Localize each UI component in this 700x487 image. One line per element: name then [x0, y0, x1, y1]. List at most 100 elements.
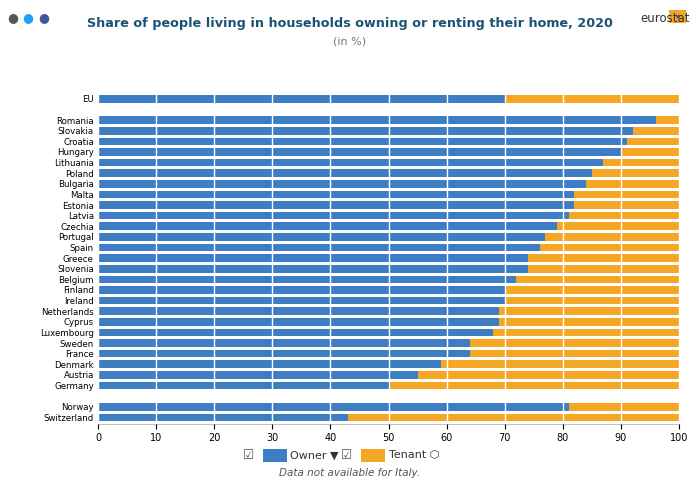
- Bar: [348, 413, 679, 421]
- Bar: [98, 403, 568, 411]
- Bar: [98, 148, 621, 156]
- Bar: [98, 339, 470, 347]
- Bar: [592, 169, 679, 177]
- Text: ●: ●: [22, 11, 34, 24]
- Bar: [98, 265, 528, 273]
- Bar: [98, 159, 603, 167]
- Bar: [493, 329, 679, 336]
- Bar: [98, 382, 679, 389]
- Bar: [98, 339, 470, 347]
- Bar: [98, 116, 656, 124]
- Bar: [575, 190, 679, 198]
- Bar: [575, 201, 679, 209]
- Bar: [592, 169, 679, 177]
- Bar: [348, 413, 679, 421]
- Bar: [557, 223, 679, 230]
- Bar: [98, 116, 656, 124]
- Bar: [417, 371, 679, 379]
- Bar: [626, 137, 679, 145]
- Bar: [499, 307, 679, 315]
- Bar: [470, 339, 679, 347]
- Bar: [98, 360, 441, 368]
- Bar: [98, 95, 679, 103]
- Bar: [557, 223, 679, 230]
- Bar: [575, 190, 679, 198]
- Bar: [528, 254, 679, 262]
- Bar: [98, 190, 679, 198]
- Bar: [98, 180, 586, 187]
- Bar: [98, 201, 575, 209]
- Bar: [98, 265, 679, 273]
- Bar: [98, 286, 679, 294]
- Bar: [98, 169, 592, 177]
- Bar: [98, 137, 626, 145]
- Bar: [505, 95, 679, 103]
- Bar: [621, 148, 679, 156]
- Text: ●: ●: [7, 11, 18, 24]
- Bar: [98, 127, 679, 134]
- Bar: [505, 297, 679, 304]
- Bar: [98, 223, 557, 230]
- Bar: [603, 159, 679, 167]
- Bar: [98, 318, 499, 326]
- Bar: [98, 244, 540, 251]
- Bar: [499, 307, 679, 315]
- Bar: [505, 286, 679, 294]
- Bar: [98, 169, 592, 177]
- Text: Owner ▼: Owner ▼: [290, 450, 339, 460]
- Bar: [568, 403, 679, 411]
- Bar: [568, 212, 679, 220]
- Bar: [470, 350, 679, 357]
- Bar: [417, 371, 679, 379]
- Text: (in %): (in %): [333, 37, 367, 47]
- Bar: [98, 286, 505, 294]
- Bar: [98, 307, 499, 315]
- Text: Share of people living in households owning or renting their home, 2020: Share of people living in households own…: [87, 17, 613, 30]
- Bar: [98, 190, 575, 198]
- Bar: [568, 403, 679, 411]
- Bar: [98, 254, 679, 262]
- Bar: [98, 223, 557, 230]
- Bar: [656, 116, 679, 124]
- Bar: [656, 116, 679, 124]
- Bar: [603, 159, 679, 167]
- Bar: [98, 382, 388, 389]
- Bar: [98, 329, 493, 336]
- Bar: [98, 382, 388, 389]
- Bar: [98, 297, 505, 304]
- Bar: [441, 360, 679, 368]
- Bar: [441, 360, 679, 368]
- Bar: [389, 382, 679, 389]
- Bar: [621, 148, 679, 156]
- Bar: [505, 286, 679, 294]
- Bar: [389, 382, 679, 389]
- Bar: [98, 254, 528, 262]
- Bar: [98, 137, 679, 145]
- Bar: [633, 127, 679, 134]
- Bar: [568, 212, 679, 220]
- Bar: [505, 95, 679, 103]
- Text: ●: ●: [38, 11, 49, 24]
- Bar: [98, 371, 417, 379]
- Bar: [98, 116, 679, 124]
- Bar: [499, 318, 679, 326]
- Bar: [98, 350, 679, 357]
- Bar: [98, 254, 528, 262]
- Bar: [98, 276, 517, 283]
- Bar: [98, 276, 679, 283]
- Bar: [98, 233, 679, 241]
- Bar: [98, 329, 493, 336]
- Bar: [98, 413, 679, 421]
- Bar: [98, 159, 603, 167]
- Bar: [98, 286, 505, 294]
- Bar: [586, 180, 679, 187]
- Bar: [528, 265, 679, 273]
- Bar: [98, 318, 499, 326]
- Bar: [98, 148, 679, 156]
- Bar: [98, 403, 568, 411]
- Bar: [98, 360, 441, 368]
- Bar: [540, 244, 679, 251]
- Bar: [98, 223, 679, 230]
- Bar: [98, 350, 470, 357]
- Bar: [98, 180, 586, 187]
